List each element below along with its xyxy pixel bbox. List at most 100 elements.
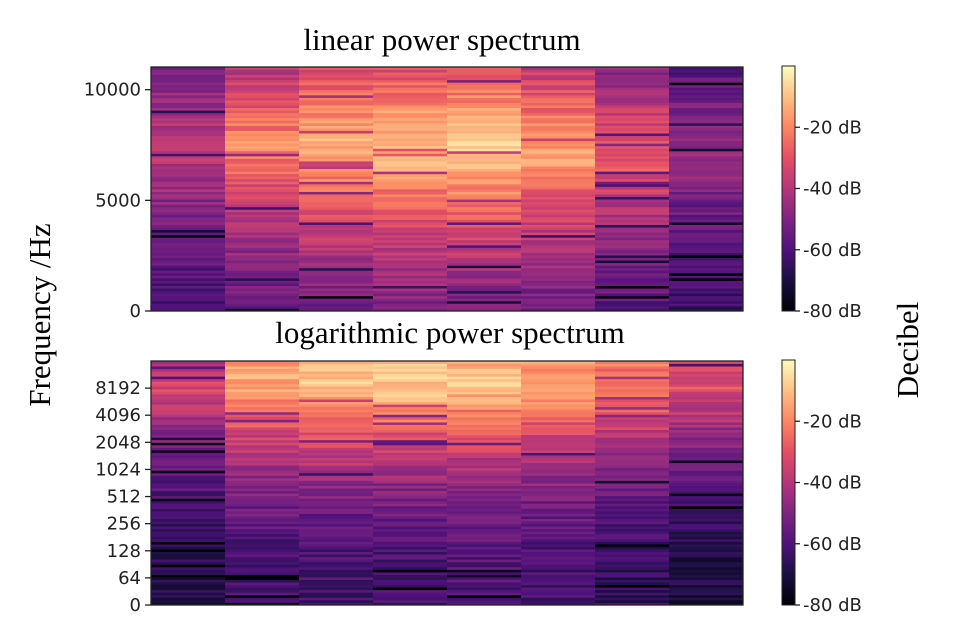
heatmap-cell [521, 229, 596, 233]
heatmap-cell [669, 442, 744, 446]
heatmap-cell [669, 176, 744, 180]
heatmap-cell [595, 399, 670, 403]
heatmap-cell [447, 244, 522, 248]
heatmap-cell [151, 455, 226, 458]
heatmap-cell [521, 452, 596, 456]
heatmap-cell [373, 107, 448, 111]
heatmap-cell [299, 437, 374, 441]
heatmap-cell [225, 89, 300, 93]
heatmap-cell [299, 579, 374, 583]
heatmap-cell [225, 247, 300, 251]
heatmap-cell [669, 373, 744, 377]
heatmap-cell [521, 592, 596, 596]
heatmap-cell [669, 490, 744, 494]
heatmap-cell [595, 424, 670, 428]
heatmap-cell [595, 148, 670, 152]
heatmap-cell [373, 483, 448, 486]
heatmap-cell [299, 594, 374, 598]
heatmap-cell [521, 128, 596, 131]
heatmap-cell [595, 155, 670, 159]
heatmap-cell [225, 283, 300, 286]
heatmap-cell [299, 143, 374, 147]
heatmap-cell [521, 363, 596, 367]
heatmap-cell [373, 94, 448, 98]
heatmap-cell [225, 523, 300, 527]
heatmap-cell [447, 452, 522, 456]
heatmap-cell [521, 214, 596, 218]
heatmap-cell [225, 475, 300, 479]
heatmap-cell [151, 87, 226, 91]
heatmap-cell [299, 513, 374, 517]
heatmap-cell [373, 97, 448, 101]
heatmap-cell [669, 388, 744, 392]
heatmap-cell [669, 186, 744, 190]
heatmap-cell [299, 153, 374, 157]
heatmap-cell [299, 457, 374, 461]
heatmap-cell [595, 234, 670, 238]
heatmap-cell [299, 569, 374, 573]
colorbar-tick-label: -60 dB [803, 240, 862, 261]
heatmap-cell [299, 422, 374, 425]
heatmap-cell [521, 597, 596, 601]
heatmap-cell [669, 391, 744, 395]
heatmap-cell [447, 447, 522, 451]
heatmap-cell [373, 295, 448, 299]
heatmap-cell [447, 444, 522, 448]
heatmap-cell [373, 110, 448, 114]
heatmap-cell [669, 434, 744, 438]
heatmap-cell [225, 449, 300, 453]
heatmap-cell [299, 396, 374, 400]
heatmap-cell [447, 442, 522, 446]
heatmap-cell [373, 242, 448, 246]
heatmap-cell [669, 432, 744, 436]
heatmap-cell [521, 122, 596, 126]
heatmap-cell [225, 554, 300, 558]
heatmap-cell [373, 574, 448, 578]
heatmap-cell [225, 483, 300, 486]
heatmap-cell [669, 87, 744, 91]
heatmap-cell [225, 467, 300, 471]
heatmap-cell [669, 97, 744, 101]
heatmap-cell [373, 480, 448, 484]
heatmap-cell [151, 229, 226, 233]
heatmap-cell [595, 77, 670, 81]
heatmap-cell [151, 500, 226, 504]
heatmap-cell [669, 222, 744, 225]
heatmap-cell [373, 120, 448, 124]
heatmap-cell [447, 92, 522, 96]
heatmap-cell [299, 475, 374, 479]
heatmap-cell [595, 166, 670, 170]
heatmap-cell [521, 227, 596, 231]
heatmap-cell [669, 237, 744, 241]
heatmap-cell [151, 485, 226, 489]
heatmap-cell [373, 373, 448, 377]
heatmap-cell [225, 477, 300, 481]
heatmap-cell [225, 214, 300, 218]
heatmap-cell [225, 592, 300, 596]
heatmap-cell [373, 285, 448, 289]
heatmap-cell [151, 89, 226, 93]
heatmap-cell [299, 290, 374, 294]
heatmap-cell [373, 584, 448, 588]
heatmap-cell [669, 77, 744, 81]
heatmap-cell [373, 409, 448, 413]
heatmap-cell [299, 582, 374, 586]
heatmap-cell [669, 260, 744, 264]
heatmap-cell [669, 546, 744, 550]
heatmap-cell [299, 181, 374, 185]
heatmap-cell [669, 409, 744, 413]
heatmap-cell [669, 472, 744, 476]
heatmap-cell [373, 163, 448, 167]
heatmap-cell [151, 224, 226, 228]
heatmap-cell [595, 485, 670, 489]
heatmap-cell [447, 117, 522, 121]
heatmap-cell [521, 366, 596, 370]
heatmap-cell [373, 579, 448, 583]
heatmap-cell [595, 554, 670, 558]
heatmap-cell [299, 587, 374, 591]
heatmap-cell [595, 117, 670, 121]
heatmap-cell [669, 500, 744, 504]
heatmap-cell [521, 89, 596, 93]
heatmap-cell [225, 460, 300, 464]
heatmap-cell [373, 462, 448, 466]
